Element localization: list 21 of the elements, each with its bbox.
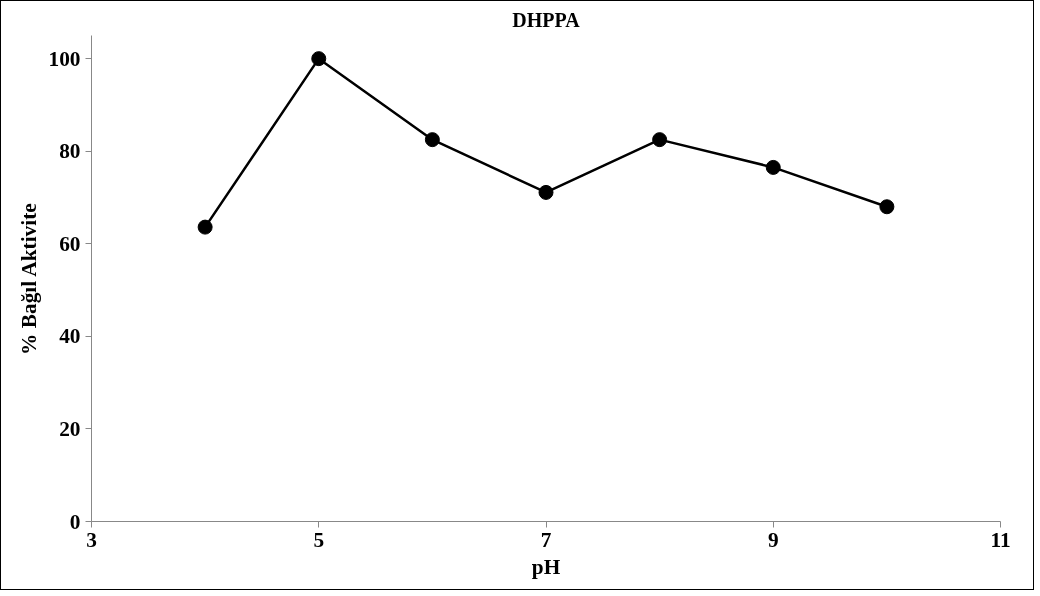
x-tick-label: 9 [767, 527, 779, 552]
x-tick-label: 3 [86, 527, 97, 552]
chart-title: DHPPA [512, 8, 581, 31]
y-tick-label: 60 [59, 231, 81, 256]
point [879, 199, 895, 215]
x-tick-label: 7 [540, 527, 552, 552]
point [538, 184, 554, 200]
y-tick-label: 80 [59, 139, 81, 164]
point [197, 219, 213, 235]
y-tick-label: 20 [59, 416, 81, 441]
point [311, 51, 327, 67]
x-tick-label: 5 [313, 527, 325, 552]
point [765, 159, 781, 175]
x-tick-label: 11 [990, 527, 1011, 552]
y-axis-title: % Bağıl Aktivite [16, 203, 41, 355]
point [652, 132, 668, 148]
y-tick-label: 0 [69, 509, 81, 534]
y-tick-label: 40 [59, 324, 81, 349]
point [424, 132, 440, 148]
y-tick-label: 100 [48, 46, 81, 71]
x-axis-title: pH [531, 554, 561, 579]
